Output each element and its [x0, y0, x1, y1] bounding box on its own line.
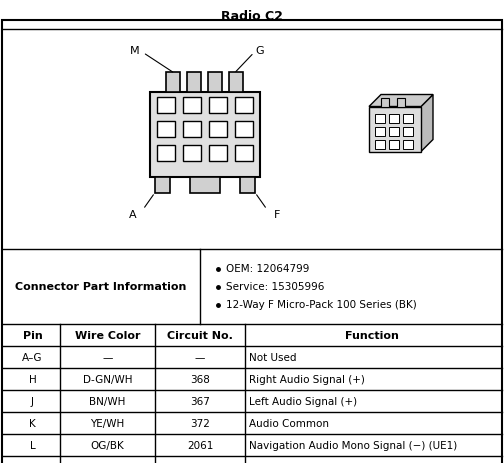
Text: —: — [102, 352, 113, 362]
Bar [369, 107, 421, 152]
Bar [150, 92, 260, 177]
Text: A: A [129, 210, 137, 220]
Text: M: M [28, 462, 37, 463]
Text: Not Used: Not Used [249, 352, 296, 362]
Text: 368: 368 [190, 374, 210, 384]
Bar [209, 98, 227, 114]
Text: Function: Function [345, 330, 399, 340]
Text: OEM: 12064799: OEM: 12064799 [226, 264, 309, 274]
Text: Navigation Audio Mono Signal (+) (UE1): Navigation Audio Mono Signal (+) (UE1) [249, 462, 457, 463]
Bar [389, 141, 399, 150]
Bar [157, 98, 175, 114]
Text: Pin: Pin [23, 330, 42, 340]
Bar [375, 128, 385, 137]
Bar [190, 177, 220, 193]
Bar [157, 146, 175, 162]
Text: YE/WH: YE/WH [90, 418, 124, 428]
Text: L: L [30, 440, 35, 450]
Text: 2061: 2061 [187, 440, 213, 450]
Bar [235, 146, 253, 162]
Bar [240, 177, 255, 193]
Text: A–G: A–G [22, 352, 43, 362]
Text: PK/BK: PK/BK [92, 462, 122, 463]
Bar [375, 141, 385, 150]
Bar [235, 122, 253, 138]
Text: D-GN/WH: D-GN/WH [83, 374, 132, 384]
Text: 12-Way F Micro-Pack 100 Series (BK): 12-Way F Micro-Pack 100 Series (BK) [226, 300, 417, 310]
Bar [375, 115, 385, 124]
Text: Audio Common: Audio Common [249, 418, 329, 428]
Text: M: M [130, 45, 140, 56]
Text: BN/WH: BN/WH [89, 396, 125, 406]
Bar [403, 128, 413, 137]
Text: Left Audio Signal (+): Left Audio Signal (+) [249, 396, 357, 406]
Text: Connector Part Information: Connector Part Information [15, 282, 186, 292]
Bar [381, 98, 389, 107]
Bar [229, 72, 243, 92]
Polygon shape [369, 95, 433, 107]
Text: OG/BK: OG/BK [91, 440, 124, 450]
Text: Service: 15305996: Service: 15305996 [226, 282, 325, 292]
Text: G: G [256, 45, 264, 56]
Bar [155, 177, 170, 193]
Bar [166, 72, 180, 92]
Text: Right Audio Signal (+): Right Audio Signal (+) [249, 374, 365, 384]
Text: —: — [195, 352, 205, 362]
Text: 2062: 2062 [187, 462, 213, 463]
Bar [209, 146, 227, 162]
Polygon shape [421, 95, 433, 152]
Bar [403, 141, 413, 150]
Text: F: F [274, 210, 280, 220]
Text: Circuit No.: Circuit No. [167, 330, 233, 340]
Bar [209, 122, 227, 138]
Bar [235, 98, 253, 114]
Bar [389, 115, 399, 124]
Bar [397, 98, 405, 107]
Text: Navigation Audio Mono Signal (−) (UE1): Navigation Audio Mono Signal (−) (UE1) [249, 440, 457, 450]
Bar [389, 128, 399, 137]
Text: 372: 372 [190, 418, 210, 428]
Text: J: J [31, 396, 34, 406]
Text: H: H [29, 374, 36, 384]
Bar [157, 122, 175, 138]
Bar [183, 146, 201, 162]
Text: Radio C2: Radio C2 [221, 9, 283, 22]
Bar [183, 98, 201, 114]
Text: 367: 367 [190, 396, 210, 406]
Bar [208, 72, 222, 92]
Bar [183, 122, 201, 138]
Text: Wire Color: Wire Color [75, 330, 140, 340]
Bar [187, 72, 201, 92]
Text: K: K [29, 418, 36, 428]
Bar [403, 115, 413, 124]
